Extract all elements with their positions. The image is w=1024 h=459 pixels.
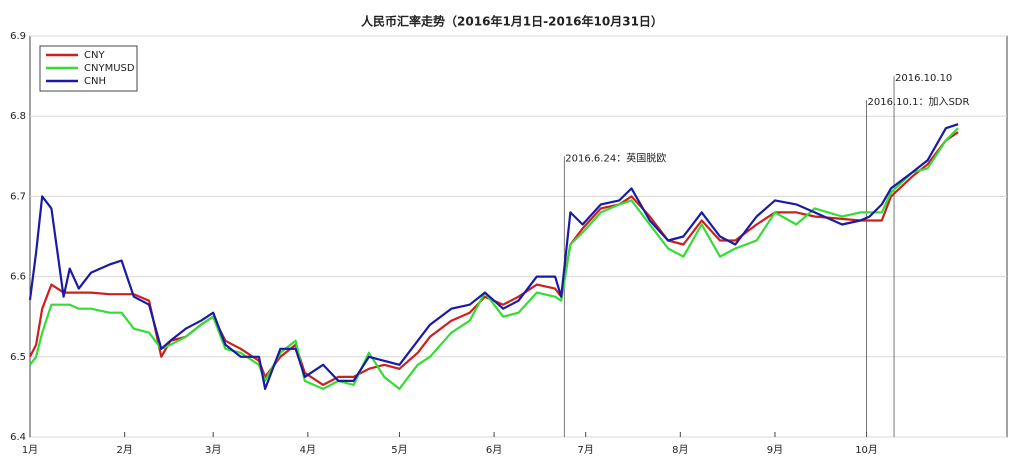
chart-title: 人民币汇率走势（2016年1月1日-2016年10月31日） xyxy=(361,14,663,29)
x-tick-label: 7月 xyxy=(577,444,593,456)
y-tick-label: 6.5 xyxy=(10,352,26,363)
legend-label: CNY xyxy=(84,50,105,61)
series-line xyxy=(28,123,959,390)
x-tick-label: 3月 xyxy=(205,444,221,456)
y-tick-label: 6.7 xyxy=(10,191,26,202)
series-line xyxy=(29,131,959,386)
x-tick-label: 8月 xyxy=(672,444,688,456)
y-tick-label: 6.8 xyxy=(10,111,26,122)
legend-label: CNH xyxy=(84,76,106,87)
annotation-text: 2016.6.24：英国脱欧 xyxy=(565,151,666,164)
plot-area xyxy=(29,35,1008,438)
x-tick-label: 10月 xyxy=(855,444,878,456)
series-line xyxy=(29,127,959,390)
x-tick-label: 1月 xyxy=(22,444,38,456)
y-tick-label: 6.9 xyxy=(10,31,26,42)
y-tick-label: 6.6 xyxy=(10,272,26,283)
legend-label: CNYMUSD xyxy=(84,63,135,74)
x-tick-label: 6月 xyxy=(486,444,502,456)
annotation-text: 2016.10.10 xyxy=(895,73,952,84)
x-tick-label: 4月 xyxy=(300,444,316,456)
x-tick-label: 9月 xyxy=(767,444,783,456)
x-tick-label: 5月 xyxy=(391,444,407,456)
annotation-text: 2016.10.1：加入SDR xyxy=(868,96,970,108)
y-tick-label: 6.4 xyxy=(10,432,26,443)
x-tick-label: 2月 xyxy=(116,444,132,456)
